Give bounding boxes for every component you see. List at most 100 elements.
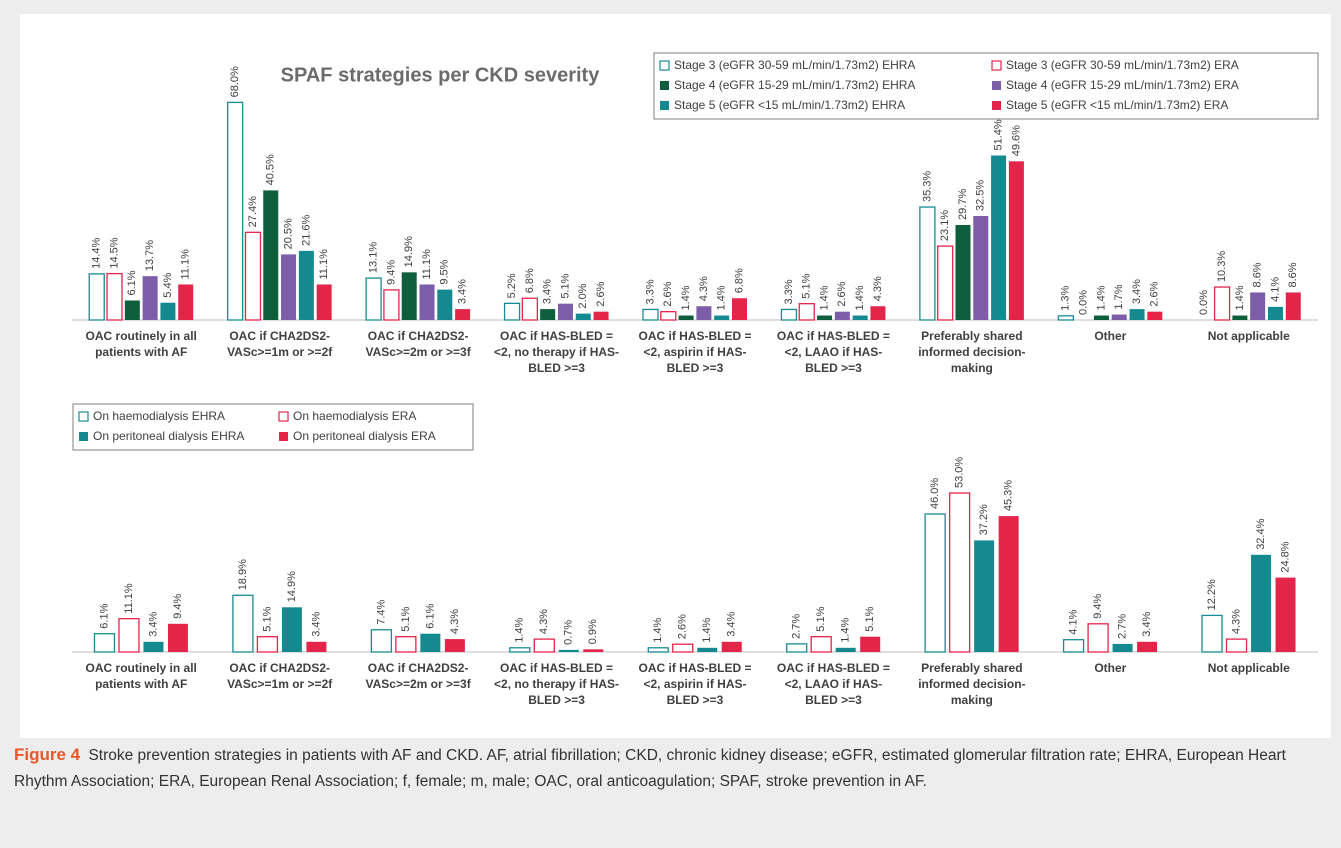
x-tick-label: Preferably shared informed decision-maki…	[918, 329, 1026, 375]
bar	[678, 315, 694, 320]
legend-label: Stage 4 (eGFR 15-29 mL/min/1.73m2) ERA	[1006, 78, 1239, 92]
legend-swatch	[78, 411, 89, 422]
bar	[365, 277, 382, 321]
bar	[1250, 292, 1266, 320]
bar	[533, 638, 555, 653]
bar	[948, 492, 971, 653]
value-label: 3.4%	[542, 279, 554, 304]
value-label: 13.1%	[368, 242, 380, 273]
bar	[780, 308, 798, 321]
bar	[281, 607, 302, 652]
value-label: 1.4%	[514, 618, 526, 643]
bar	[521, 297, 539, 321]
value-label: 27.4%	[247, 196, 259, 227]
value-label: 6.8%	[733, 268, 745, 293]
value-label: 37.2%	[978, 504, 990, 535]
legend-swatch	[992, 81, 1001, 90]
bar	[919, 206, 936, 321]
value-label: 14.4%	[91, 238, 103, 269]
value-label: 4.1%	[1067, 609, 1079, 634]
bar	[540, 309, 556, 320]
value-label: 5.1%	[815, 606, 827, 631]
value-label: 2.6%	[662, 281, 674, 306]
value-label: 4.3%	[1230, 609, 1242, 634]
bar	[1251, 554, 1272, 652]
bar	[955, 224, 971, 320]
bar	[1137, 641, 1158, 652]
bar	[696, 306, 712, 320]
bar	[1267, 306, 1283, 320]
bar	[503, 302, 521, 321]
legend-label: On haemodialysis EHRA	[93, 409, 225, 423]
value-label: 2.6%	[677, 614, 689, 639]
bar	[1147, 311, 1163, 320]
value-label: 1.4%	[840, 618, 852, 643]
value-label: 29.7%	[957, 189, 969, 220]
value-label: 1.4%	[652, 618, 664, 643]
value-label: 1.3%	[1060, 286, 1072, 311]
bar	[256, 636, 279, 653]
value-label: 5.1%	[801, 273, 813, 298]
value-label: 3.4%	[1131, 279, 1143, 304]
bar	[998, 516, 1019, 652]
bar	[835, 647, 856, 652]
value-label: 2.0%	[577, 283, 589, 308]
bar	[697, 647, 718, 652]
value-label: 1.4%	[1095, 285, 1107, 310]
bar	[834, 311, 850, 320]
legend-swatch	[79, 432, 88, 441]
x-tick-label: Preferably shared informed decision-maki…	[918, 661, 1026, 707]
value-label: 3.4%	[147, 612, 159, 637]
bar	[937, 245, 954, 321]
value-label: 1.4%	[701, 618, 713, 643]
bar	[232, 594, 254, 653]
value-label: 51.4%	[992, 119, 1004, 150]
value-label: 23.1%	[939, 210, 951, 241]
value-label: 1.4%	[1234, 285, 1246, 310]
bar	[642, 308, 659, 321]
bar	[1093, 315, 1109, 320]
bar	[870, 306, 886, 320]
bar	[1062, 639, 1085, 653]
bar	[1129, 309, 1145, 320]
value-label: 2.6%	[595, 281, 607, 306]
bar	[593, 311, 609, 320]
bar	[160, 302, 176, 320]
value-label: 1.4%	[854, 285, 866, 310]
bar	[143, 641, 164, 652]
legend-label: Stage 5 (eGFR <15 mL/min/1.73m2) ERA	[1006, 98, 1228, 112]
value-label: 14.9%	[403, 236, 415, 267]
value-label: 6.1%	[424, 603, 436, 628]
bar	[316, 284, 332, 320]
x-tick-label: Other	[1094, 329, 1127, 343]
value-label: 8.6%	[1287, 262, 1299, 287]
value-label: 40.5%	[265, 154, 277, 185]
value-label: 4.3%	[538, 609, 550, 634]
bar	[263, 190, 279, 320]
bar	[306, 641, 327, 652]
bar	[817, 315, 833, 320]
bar	[167, 623, 188, 652]
value-label: 2.6%	[1149, 281, 1161, 306]
x-tick-label: OAC routinely in all patients with AF	[85, 329, 197, 359]
value-label: 20.5%	[282, 218, 294, 249]
value-label: 3.4%	[726, 612, 738, 637]
bar	[1232, 315, 1248, 320]
value-label: 5.2%	[506, 273, 518, 298]
bar	[647, 647, 669, 653]
bar	[227, 101, 244, 321]
x-tick-label: OAC if CHA2DS2-VASc>=1m or >=2f	[227, 661, 333, 691]
bar	[558, 649, 579, 652]
value-label: 1.4%	[818, 285, 830, 310]
bar	[370, 629, 393, 653]
legend-label: On peritoneal dialysis ERA	[293, 429, 436, 443]
bar	[437, 289, 453, 320]
value-label: 5.1%	[559, 273, 571, 298]
value-label: 4.3%	[449, 609, 461, 634]
value-label: 46.0%	[929, 478, 941, 509]
value-label: 10.3%	[1216, 251, 1228, 282]
value-label: 21.6%	[300, 214, 312, 245]
value-label: 3.4%	[457, 279, 469, 304]
bar	[557, 303, 573, 320]
